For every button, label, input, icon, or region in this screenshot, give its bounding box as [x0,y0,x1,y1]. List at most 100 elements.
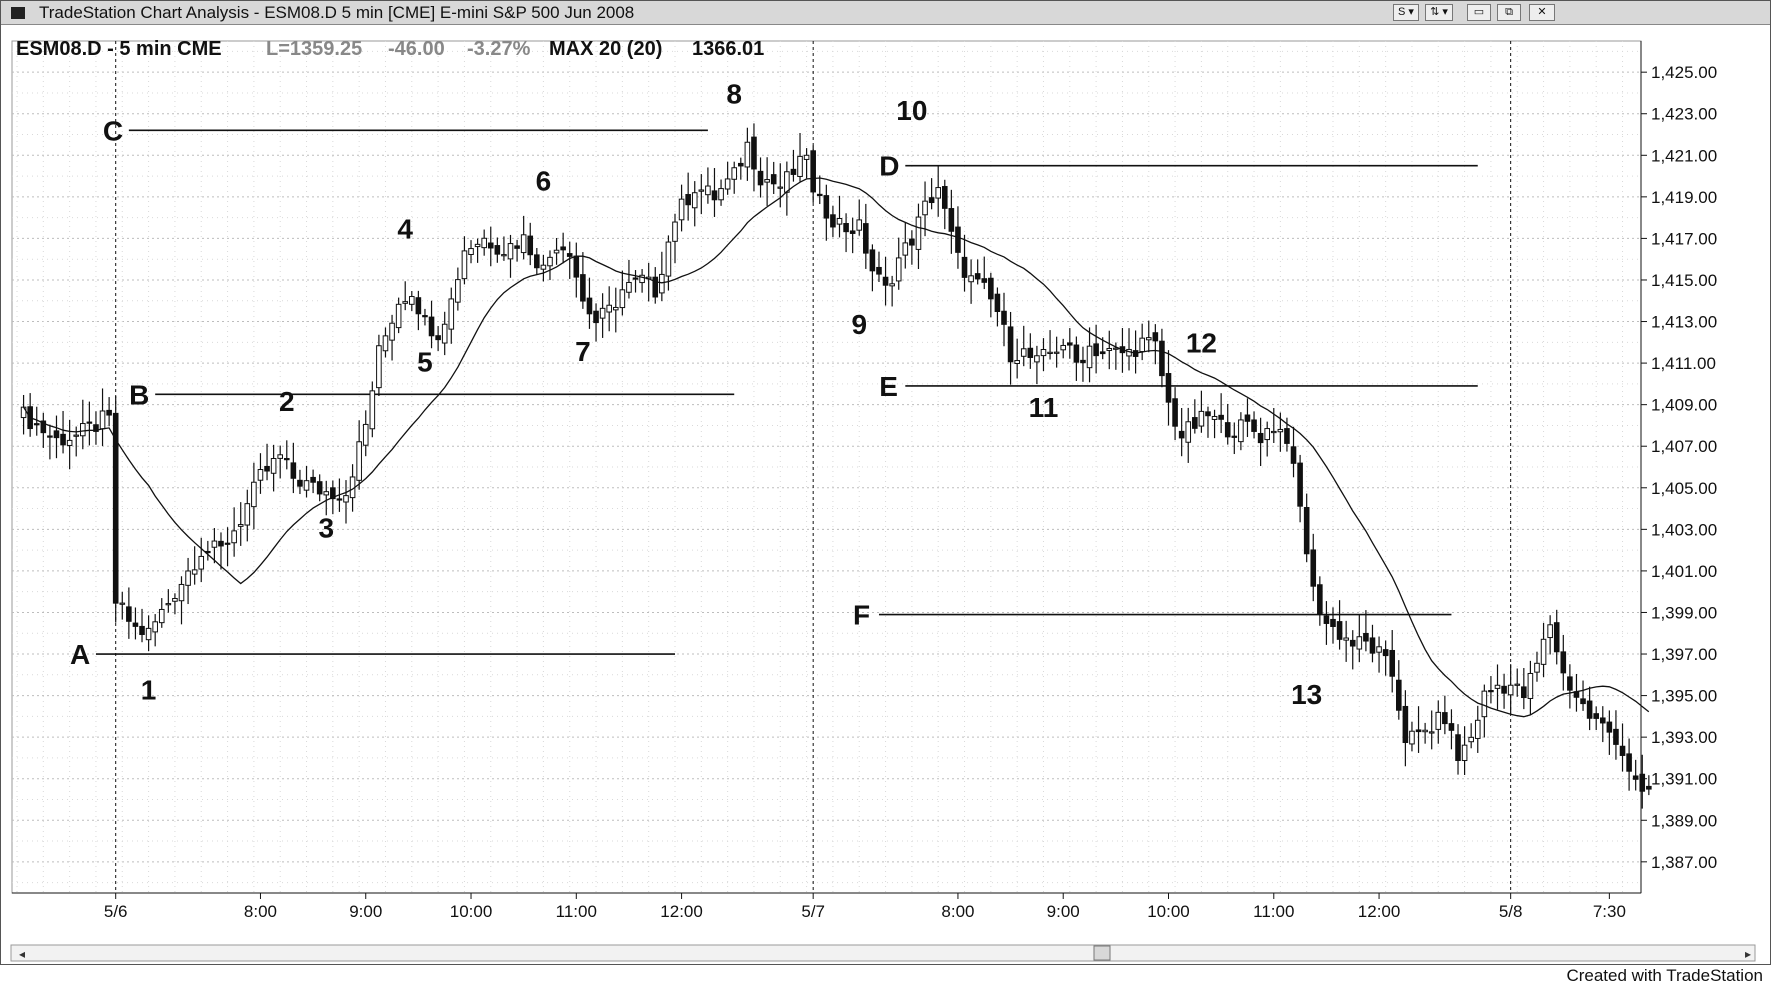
moving-average [23,177,1650,718]
y-tick-label: 1,409.00 [1651,396,1717,415]
candle-down [652,276,659,298]
candle-down [1165,373,1172,403]
candle-down [1251,419,1257,432]
candle-down [1580,698,1586,705]
y-tick-label: 1,389.00 [1651,811,1717,830]
candle-down [1224,422,1231,438]
candle-down [1099,351,1106,355]
candle-down [527,235,534,256]
annotation-1: 1 [141,675,157,706]
restore-button[interactable]: ⧉ [1497,4,1521,21]
candle-up [1277,428,1284,433]
candle-down [132,622,139,627]
candle-down [573,255,580,278]
candle-up [1113,347,1119,350]
candle-down [1448,723,1455,731]
candle-up [784,171,790,193]
candle-up [540,264,547,270]
candle-down [994,293,1001,312]
candle-up [606,304,613,313]
candle-up [1264,428,1271,441]
candle-down [632,277,639,280]
candle-down [1067,342,1073,346]
candle-up [691,192,698,209]
candle-down [711,190,718,201]
candle-up [382,335,389,352]
candle-down [1027,347,1034,358]
candle-up [1527,672,1534,699]
candle-up [468,248,474,255]
title-bar[interactable]: TradeStation Chart Analysis - ESM08.D 5 … [1,1,1770,25]
annotation-5: 5 [417,346,433,377]
candle-down [264,465,270,472]
candle-down [1593,713,1600,719]
candle-up [626,281,632,293]
x-tick-label: 8:00 [941,902,974,921]
percent-change: -3.27% [467,38,531,60]
candle-down [1192,417,1198,429]
candle-down [112,412,119,604]
candle-down [810,150,816,193]
candle-up [698,189,705,192]
candle-down [297,479,303,487]
level-label-f: F [853,600,870,631]
candle-down [1442,712,1448,725]
candle-up [158,608,165,624]
candle-down [955,226,961,253]
candle-down [1646,785,1652,790]
candle-up [1514,683,1521,686]
candle-up [474,243,481,248]
symbol-menu-button[interactable]: S ▾ [1393,4,1419,21]
window-title: TradeStation Chart Analysis - ESM08.D 5 … [39,3,635,22]
candle-up [1481,690,1488,718]
candle-up [599,307,606,319]
candle-up [718,188,724,201]
candle-up [251,481,257,508]
candle-down [1363,632,1369,642]
candle-down [330,487,336,500]
candle-up [1198,410,1205,427]
candle-down [60,433,66,446]
indicator-name: MAX 20 (20) [549,38,662,60]
scrollbar-track[interactable] [10,944,1756,962]
y-tick-label: 1,413.00 [1651,313,1717,332]
candle-down [415,297,422,315]
candle-down [1586,700,1593,719]
close-button[interactable]: ✕ [1529,4,1555,21]
scroll-left-arrow-icon[interactable]: ◂ [19,947,25,961]
candle-up [1106,347,1113,351]
candle-up [659,273,665,294]
scrollbar-thumb[interactable] [1093,945,1111,961]
y-tick-label: 1,387.00 [1651,853,1717,872]
level-label-a: A [70,639,90,670]
candle-down [47,435,53,438]
candle-down [770,174,777,185]
candle-down [422,315,428,318]
candle-up [1507,684,1514,696]
candle-up [612,306,619,311]
candle-down [863,223,869,254]
chart-header: ESM08.D - 5 min CME L=1359.25 -46.00 -3.… [16,38,764,60]
scroll-right-arrow-icon[interactable]: ▸ [1745,947,1751,961]
annotation-3: 3 [318,513,334,544]
candle-up [376,345,382,389]
candle-up [178,583,185,602]
candle-down [1501,685,1507,694]
annotation-6: 6 [536,166,552,197]
minimize-button[interactable]: ▭ [1467,4,1491,21]
candle-down [336,498,343,501]
candle-up [303,480,310,491]
candle-down [1152,332,1159,342]
candle-down [1218,414,1224,420]
candle-up [1040,349,1047,357]
candle-down [218,540,224,547]
annotation-10: 10 [896,95,927,126]
candle-down [487,242,494,249]
candle-down [290,462,297,479]
horizontal-scrollbar[interactable]: ◂ ▸ [10,944,1756,962]
candle-down [1626,753,1632,772]
link-menu-button[interactable]: ⇅ ▾ [1425,4,1453,21]
candle-up [1376,646,1382,653]
candle-down [974,273,981,280]
